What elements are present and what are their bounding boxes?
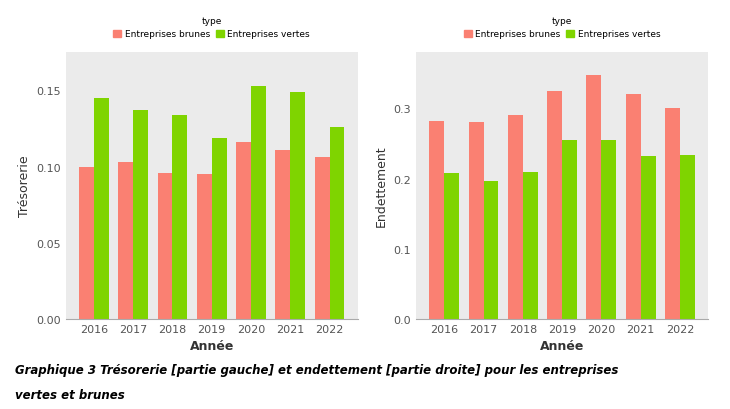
Bar (315, 158, 329, 319)
X-axis label: Année: Année (190, 339, 234, 353)
Bar (548, 92, 562, 319)
Bar (429, 122, 445, 319)
X-axis label: Année: Année (540, 339, 584, 353)
Bar (586, 76, 602, 319)
Bar (291, 93, 305, 319)
Bar (665, 109, 680, 319)
Bar (602, 141, 616, 319)
Bar (329, 128, 345, 319)
Text: Graphique 3 Trésorerie [partie gauche] et endettement [partie droite] pour les e: Graphique 3 Trésorerie [partie gauche] e… (15, 363, 618, 376)
Bar (523, 172, 538, 319)
Bar (212, 138, 226, 319)
Bar (445, 173, 459, 319)
Y-axis label: Trésorerie: Trésorerie (18, 155, 31, 217)
Bar (158, 173, 172, 319)
Bar (133, 111, 148, 319)
Bar (94, 99, 109, 319)
Bar (236, 143, 251, 319)
Bar (79, 167, 94, 319)
Bar (118, 162, 133, 319)
Bar (626, 95, 641, 319)
Legend: Entreprises brunes, Entreprises vertes: Entreprises brunes, Entreprises vertes (462, 15, 662, 41)
Bar (275, 151, 291, 319)
Bar (469, 123, 483, 319)
Y-axis label: Endettement: Endettement (375, 145, 388, 227)
Bar (562, 141, 577, 319)
Bar (680, 155, 695, 319)
Bar (508, 116, 523, 319)
Bar (197, 175, 212, 319)
Bar (483, 182, 499, 319)
Bar (251, 87, 266, 319)
Bar (172, 115, 188, 319)
Text: vertes et brunes: vertes et brunes (15, 388, 124, 401)
Legend: Entreprises brunes, Entreprises vertes: Entreprises brunes, Entreprises vertes (112, 15, 312, 41)
Bar (641, 157, 656, 319)
